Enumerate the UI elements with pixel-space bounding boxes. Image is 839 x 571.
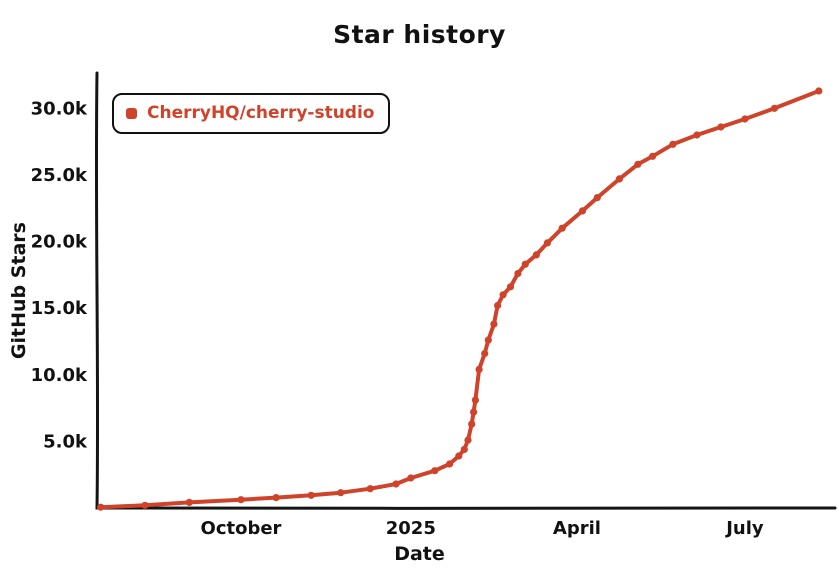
series-point-marker [481, 349, 489, 358]
series-point-marker [141, 501, 149, 509]
y-tick-label-20.0k: 20.0k [31, 232, 88, 253]
series-point-marker [366, 485, 374, 493]
series-point-marker [634, 160, 642, 168]
series-point-marker [741, 115, 749, 123]
series-point-marker [649, 152, 657, 160]
series-point-marker [407, 474, 415, 482]
y-tick-label-30.0k: 30.0k [31, 98, 88, 119]
y-tick-label-10.0k: 10.0k [31, 365, 88, 386]
series-point-marker [237, 496, 245, 504]
series-point-marker [185, 498, 193, 506]
series-point-marker [532, 251, 540, 259]
x-axis-label: Date [394, 543, 445, 565]
series-point-marker [484, 336, 492, 344]
series-point-marker [431, 467, 439, 475]
y-tick-label-5.0k: 5.0k [43, 431, 88, 452]
x-tick-label-July: July [724, 518, 764, 539]
series-point-marker [337, 489, 345, 497]
x-tick-label-October: October [201, 518, 282, 539]
x-tick-label-April: April [553, 518, 601, 539]
y-tick-label-25.0k: 25.0k [31, 165, 88, 186]
series-point-marker [468, 420, 476, 428]
axes [94, 71, 837, 511]
legend-marker-icon [126, 107, 137, 119]
series-point-marker [593, 194, 601, 202]
series-point-marker [392, 480, 400, 488]
series-point-marker [717, 123, 725, 131]
series-point-marker [460, 445, 468, 453]
series-point-marker [770, 104, 779, 112]
series-point-marker [543, 239, 552, 247]
series-point-marker [514, 269, 522, 278]
series-point-marker [815, 87, 823, 95]
legend-series-label: CherryHQ/cherry-studio [147, 103, 375, 123]
series-point-marker [455, 452, 463, 460]
series-point-marker [470, 408, 478, 416]
series-point-marker [464, 436, 472, 444]
series-point-marker [307, 491, 315, 499]
series-point-marker [693, 131, 701, 139]
series-point-marker [475, 365, 483, 373]
x-tick-label-2025: 2025 [386, 518, 436, 539]
chart-title: Star history [333, 20, 506, 49]
series-point-marker [97, 503, 105, 511]
series-point-marker [506, 283, 515, 291]
series-point-marker [521, 260, 529, 268]
legend: CherryHQ/cherry-studio [112, 93, 391, 134]
series-point-marker [558, 224, 566, 232]
series-point-marker [499, 291, 507, 299]
series-point-marker [494, 301, 502, 310]
series-point-marker [490, 320, 498, 328]
series-point-marker [615, 175, 624, 183]
series-point-marker [669, 140, 677, 148]
series-point-marker [578, 207, 587, 215]
series-point-marker [471, 396, 479, 404]
series-line [98, 89, 821, 510]
series-point-marker [272, 494, 280, 502]
y-tick-label-15.0k: 15.0k [31, 298, 88, 319]
series-point-marker [446, 460, 454, 468]
